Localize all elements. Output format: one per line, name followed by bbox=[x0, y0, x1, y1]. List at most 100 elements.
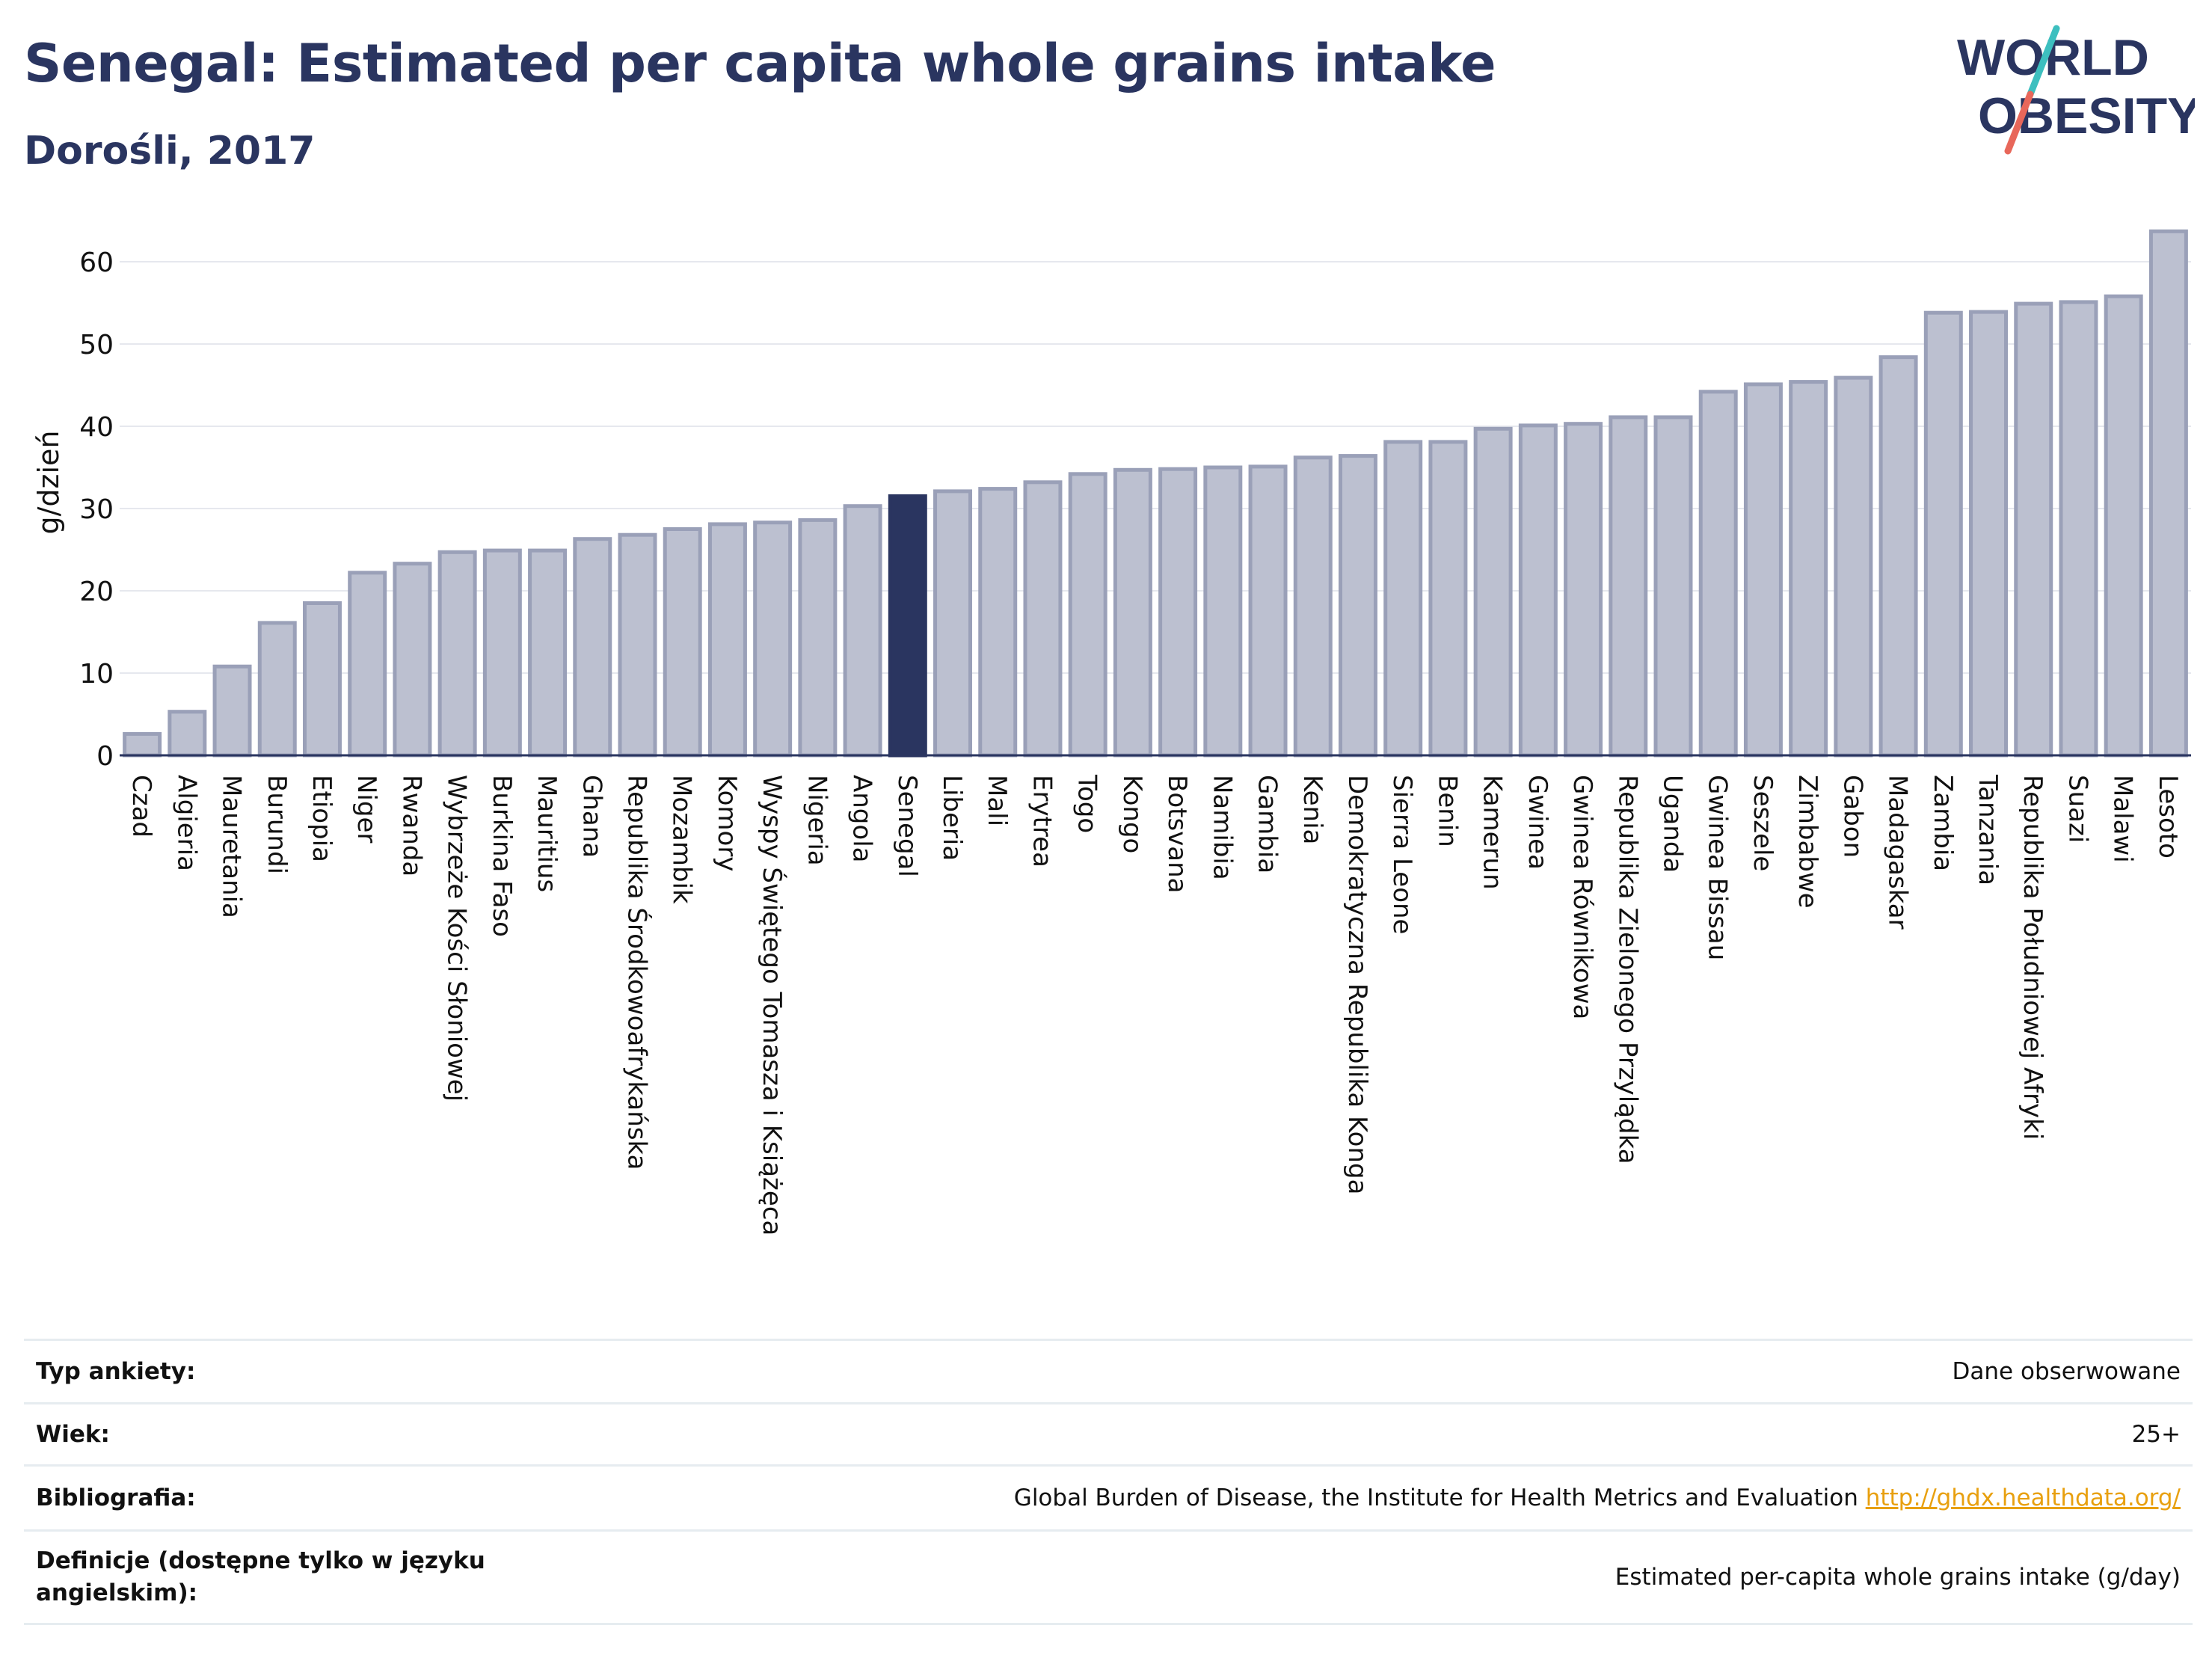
x-tick-label: Gabon bbox=[1837, 775, 1867, 858]
x-tick-label: Wybrzeże Kości Słoniowej bbox=[442, 775, 472, 1102]
bar-rwanda bbox=[393, 562, 432, 758]
logo-slash-teal bbox=[2027, 25, 2060, 98]
bar-algieria bbox=[168, 710, 207, 758]
x-tick-label: Mali bbox=[982, 775, 1012, 826]
x-tick-label: Republika Zielonego Przylądka bbox=[1612, 775, 1642, 1164]
bar-suazi bbox=[2059, 300, 2098, 758]
bar-sierra-leone bbox=[1383, 440, 1423, 758]
bar-lesoto bbox=[2148, 229, 2188, 758]
bar-erytrea bbox=[1023, 480, 1063, 758]
x-tick-label: Zimbabwe bbox=[1792, 775, 1822, 909]
x-tick-label: Burundi bbox=[262, 775, 292, 874]
x-tick-label: Republika Południowej Afryki bbox=[2018, 775, 2047, 1140]
y-tick-label: 50 bbox=[79, 330, 114, 360]
bar-botsvana bbox=[1158, 467, 1198, 758]
bibliography-link[interactable]: http://ghdx.healthdata.org/ bbox=[1865, 1484, 2181, 1511]
x-tick-label: Etiopia bbox=[307, 775, 337, 862]
y-tick-label: 60 bbox=[79, 248, 114, 278]
x-tick-label: Sierra Leone bbox=[1387, 775, 1417, 934]
survey-type-label: Typ ankiety: bbox=[24, 1339, 526, 1404]
bar-demokratyczna-republika-konga bbox=[1338, 454, 1377, 758]
survey-type-value: Dane obserwowane bbox=[526, 1339, 2193, 1404]
x-tick-label: Republika Środkowoafrykańska bbox=[622, 775, 653, 1170]
bar-chart: 0 10 20 30 40 50 60 g/dzień Czad Algieria Mauret… bbox=[32, 229, 2191, 1235]
x-tick-label: Lesoto bbox=[2153, 775, 2183, 859]
x-tick-label: Erytrea bbox=[1027, 775, 1057, 868]
bar-mali bbox=[978, 487, 1018, 758]
definitions-value: Estimated per-capita whole grains intake… bbox=[526, 1529, 2193, 1625]
bar-gwinea-bissau bbox=[1698, 390, 1738, 758]
bar-republika-zielonego-przylądka bbox=[1609, 415, 1648, 758]
x-tick-label: Ghana bbox=[577, 775, 606, 858]
info-row-bibliography: Bibliografia: Global Burden of Disease, … bbox=[24, 1464, 2193, 1532]
bar-togo bbox=[1068, 472, 1107, 758]
bar-czad bbox=[123, 731, 162, 758]
x-tick-label: Kenia bbox=[1297, 775, 1327, 844]
bar-mozambik bbox=[663, 527, 702, 758]
logo-slash-coral bbox=[2004, 90, 2034, 155]
world-obesity-logo: WORLD OBESITY bbox=[1957, 25, 2195, 155]
x-tick-label: Nigeria bbox=[802, 775, 832, 866]
y-tick-label: 0 bbox=[96, 741, 114, 772]
x-tick-label: Togo bbox=[1072, 774, 1102, 833]
bar-wyspy-świętego-tomasza-i-książęca bbox=[753, 521, 793, 758]
x-axis-labels: Czad Algieria Mauretania Burundi Etiopia Nige… bbox=[126, 774, 2183, 1235]
bar-malawi bbox=[2104, 294, 2143, 758]
bar-komory bbox=[707, 522, 747, 758]
info-row-survey-type: Typ ankiety: Dane obserwowane bbox=[24, 1339, 2193, 1404]
chart-subtitle: Dorośli, 2017 bbox=[24, 129, 316, 174]
x-tick-label: Zambia bbox=[1928, 775, 1958, 871]
x-tick-label: Mauritius bbox=[532, 775, 562, 892]
x-tick-label: Liberia bbox=[937, 775, 967, 861]
bar-kamerun bbox=[1473, 426, 1513, 758]
x-tick-label: Angola bbox=[847, 775, 877, 862]
x-tick-label: Botsvana bbox=[1162, 775, 1192, 894]
bar-angola bbox=[843, 504, 882, 758]
definitions-label: Definicje (dostępne tylko w języku angie… bbox=[24, 1529, 526, 1625]
bar-kenia bbox=[1293, 455, 1333, 758]
x-tick-label: Senegal bbox=[892, 775, 922, 877]
y-tick-label: 30 bbox=[79, 494, 114, 525]
x-tick-label: Burkina Faso bbox=[487, 775, 517, 937]
bar-gwinea bbox=[1518, 423, 1558, 758]
y-axis-ticks: 0 10 20 30 40 50 60 bbox=[79, 248, 114, 772]
chart-title: Senegal: Estimated per capita whole grai… bbox=[24, 33, 1496, 94]
bar-zambia bbox=[1923, 310, 1963, 758]
bar-republika-południowej-afryki bbox=[2014, 301, 2053, 758]
bar-seszele bbox=[1743, 382, 1783, 758]
bibliography-label: Bibliografia: bbox=[24, 1464, 526, 1532]
bar-senegal bbox=[888, 494, 927, 758]
bar-wybrzeże-kości-słoniowej bbox=[437, 550, 477, 758]
bar-mauretania bbox=[212, 664, 252, 758]
bar-burundi bbox=[257, 621, 297, 758]
bar-liberia bbox=[933, 489, 973, 758]
x-tick-label: Mauretania bbox=[217, 775, 247, 918]
y-tick-label: 20 bbox=[79, 577, 114, 607]
y-tick-label: 40 bbox=[79, 412, 114, 443]
x-tick-label: Algieria bbox=[171, 775, 201, 871]
bar-uganda bbox=[1653, 415, 1693, 758]
x-tick-label: Mozambik bbox=[667, 775, 697, 904]
bibliography-value: Global Burden of Disease, the Institute … bbox=[1013, 1484, 1858, 1511]
x-tick-label: Benin bbox=[1432, 775, 1462, 847]
bar-kongo bbox=[1113, 467, 1152, 758]
info-table: Typ ankiety: Dane obserwowane Wiek: 25+ … bbox=[24, 1339, 2193, 1625]
x-tick-label: Kongo bbox=[1117, 775, 1147, 853]
x-tick-label: Malawi bbox=[2108, 775, 2138, 863]
x-tick-label: Seszele bbox=[1748, 775, 1778, 871]
bar-gabon bbox=[1834, 375, 1873, 758]
x-tick-label: Czad bbox=[126, 775, 156, 838]
x-tick-label: Rwanda bbox=[396, 775, 426, 876]
x-tick-label: Niger bbox=[351, 775, 381, 843]
bar-ghana bbox=[573, 537, 612, 758]
x-tick-label: Wyspy Świętego Tomasza i Książęca bbox=[757, 775, 787, 1235]
x-tick-label: Madagaskar bbox=[1883, 775, 1913, 930]
bar-niger bbox=[348, 571, 387, 758]
bar-mauritius bbox=[528, 548, 568, 758]
info-row-age: Wiek: 25+ bbox=[24, 1402, 2193, 1467]
age-label: Wiek: bbox=[24, 1402, 526, 1467]
x-tick-label: Suazi bbox=[2062, 775, 2092, 843]
bars bbox=[123, 229, 2188, 758]
x-tick-label: Gwinea Równikowa bbox=[1567, 775, 1597, 1019]
x-tick-label: Tanzania bbox=[1973, 774, 2003, 885]
